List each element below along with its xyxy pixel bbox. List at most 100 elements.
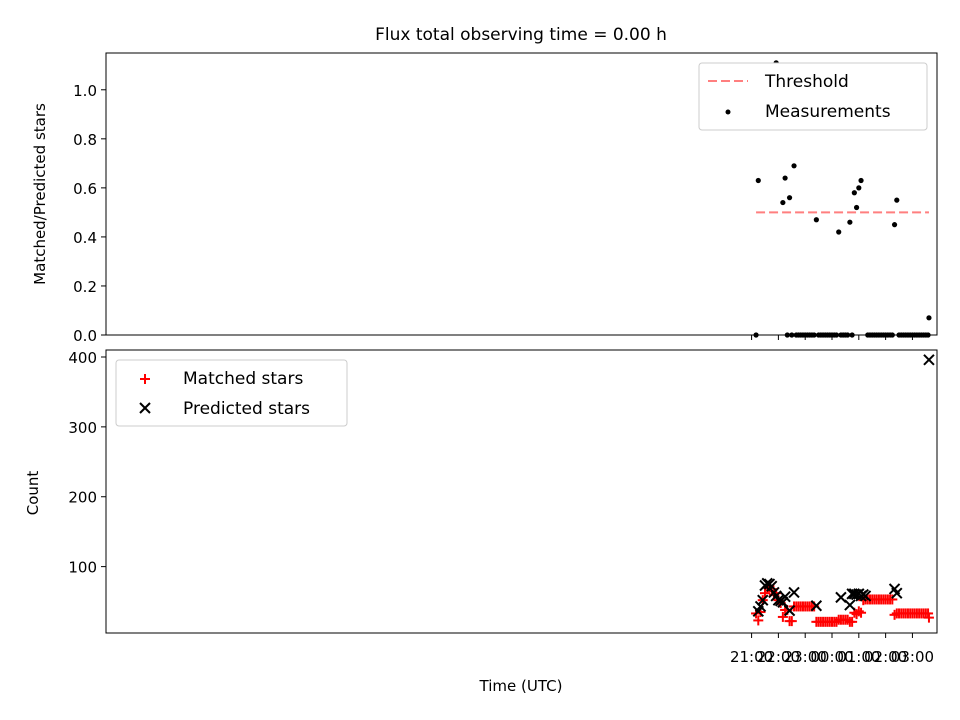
predicted-star-stroke-b: [923, 354, 935, 366]
legend-matched-label: Matched stars: [183, 369, 303, 389]
measurement-point: [813, 217, 819, 223]
legend-predicted-label: Predicted stars: [183, 399, 310, 419]
measurement-point: [782, 175, 788, 181]
matched-star-point: [842, 614, 853, 625]
matched-star-point: [759, 588, 770, 599]
ratio-legend: Threshold Measurements: [698, 62, 928, 131]
matched-star-point: [777, 611, 788, 622]
ratio-plot-frame: [105, 52, 938, 336]
predicted-star-point: [810, 600, 823, 612]
measurement-point: [786, 195, 793, 201]
count-x-tick-label: 03:00: [891, 648, 934, 666]
ratio-y-tick-label: 0.2: [73, 278, 97, 296]
ratio-panel: Flux total observing time = 0.00 h 0.00.…: [31, 25, 938, 345]
measurement-point: [811, 332, 817, 338]
predicted-star-stroke-b: [835, 591, 847, 604]
measurement-point: [889, 332, 895, 338]
count-x-tick-label: 21:00: [730, 648, 773, 666]
count-x-tick-label: 01:00: [837, 648, 880, 666]
predicted-star-point: [848, 588, 861, 600]
predicted-star-point: [783, 604, 796, 617]
predicted-star-stroke-b: [848, 588, 861, 600]
measurement-point: [891, 222, 898, 228]
predicted-star-stroke-b: [844, 599, 856, 611]
count-y-axis-label: Count: [24, 471, 42, 516]
count-x-tick-label: 22:00: [757, 648, 800, 666]
predicted-star-stroke-b: [757, 594, 769, 606]
ratio-legend-box: [698, 62, 928, 131]
ratio-y-tick-label: 1.0: [73, 82, 97, 100]
legend-measurements-label: Measurements: [765, 102, 891, 122]
predicted-stars-points: [752, 354, 935, 618]
measurement-point: [894, 197, 900, 203]
predicted-star-point: [765, 580, 778, 592]
measurement-point: [789, 332, 795, 338]
predicted-star-stroke-b: [783, 604, 796, 617]
predicted-star-point: [923, 354, 935, 366]
count-panel: 100 200 300 400 21:0022:0023:0000:0001:0002…: [24, 349, 938, 695]
matched-star-point: [853, 606, 864, 617]
predicted-star-point: [754, 600, 767, 613]
predicted-star-stroke-b: [772, 594, 785, 606]
predicted-star-point: [891, 587, 903, 599]
count-legend: Matched stars Predicted stars: [115, 359, 348, 427]
predicted-star-stroke-b: [859, 590, 872, 602]
matched-star-point: [831, 616, 842, 627]
measurement-point: [853, 204, 860, 211]
predicted-star-stroke-b: [761, 577, 773, 590]
matched-star-point: [889, 609, 900, 620]
predicted-star-stroke-b: [810, 600, 823, 612]
count-x-tick-label: 02:00: [864, 648, 907, 666]
count-y-tick-label: 300: [68, 419, 97, 437]
chart-title: Flux total observing time = 0.00 h: [375, 25, 667, 45]
ratio-y-tick-label: 0.6: [73, 180, 97, 198]
measurement-point: [847, 219, 853, 225]
predicted-star-stroke-b: [765, 580, 778, 592]
count-y-tick-label: 400: [68, 349, 97, 367]
measurement-point: [851, 190, 857, 196]
count-y-tick-label: 200: [68, 489, 97, 507]
predicted-star-point: [788, 586, 800, 599]
measurement-point: [833, 332, 840, 338]
measurement-point: [753, 332, 759, 338]
count-y-axis: 100 200 300 400: [68, 349, 106, 577]
count-x-axis-label: Time (UTC): [479, 677, 563, 695]
measurement-point: [791, 163, 797, 169]
measurement-point: [836, 229, 842, 235]
matched-star-point: [887, 594, 898, 605]
matched-star-point: [786, 616, 797, 627]
legend-threshold-label: Threshold: [764, 72, 849, 92]
count-x-tick-label: 00:00: [810, 648, 853, 666]
predicted-star-point: [844, 599, 856, 611]
predicted-star-stroke-b: [788, 586, 800, 599]
ratio-y-axis-label: Matched/Predicted stars: [31, 103, 49, 285]
measurement-point: [755, 177, 761, 184]
predicted-star-stroke-b: [891, 587, 903, 599]
matched-star-point: [753, 615, 764, 626]
count-x-tick-label: 23:00: [784, 648, 827, 666]
ratio-y-tick-label: 0.0: [73, 327, 97, 345]
ratio-y-tick-label: 0.8: [73, 131, 97, 149]
matched-star-point: [923, 612, 934, 623]
legend-predicted-swatch: [139, 402, 151, 414]
ratio-y-axis: 0.0 0.2 0.4 0.6 0.8 1.0: [73, 82, 106, 345]
legend-matched-swatch: [140, 374, 150, 384]
measurement-point: [845, 332, 851, 338]
measurement-point: [784, 332, 790, 338]
matched-star-point: [847, 616, 858, 627]
ratio-y-tick-label: 0.4: [73, 229, 97, 247]
predicted-star-point: [859, 590, 872, 602]
predicted-star-point: [779, 590, 791, 603]
predicted-star-stroke-b: [888, 583, 901, 595]
measurement-point: [780, 199, 786, 206]
predicted-star-point: [757, 594, 769, 606]
measurement-point: [849, 332, 855, 338]
predicted-star-stroke-b: [779, 590, 791, 603]
predicted-star-stroke-b: [754, 600, 767, 613]
matched-star-point: [856, 607, 867, 618]
measurement-point: [926, 315, 932, 321]
count-legend-box: [115, 359, 348, 427]
count-plot-frame: [105, 349, 938, 634]
